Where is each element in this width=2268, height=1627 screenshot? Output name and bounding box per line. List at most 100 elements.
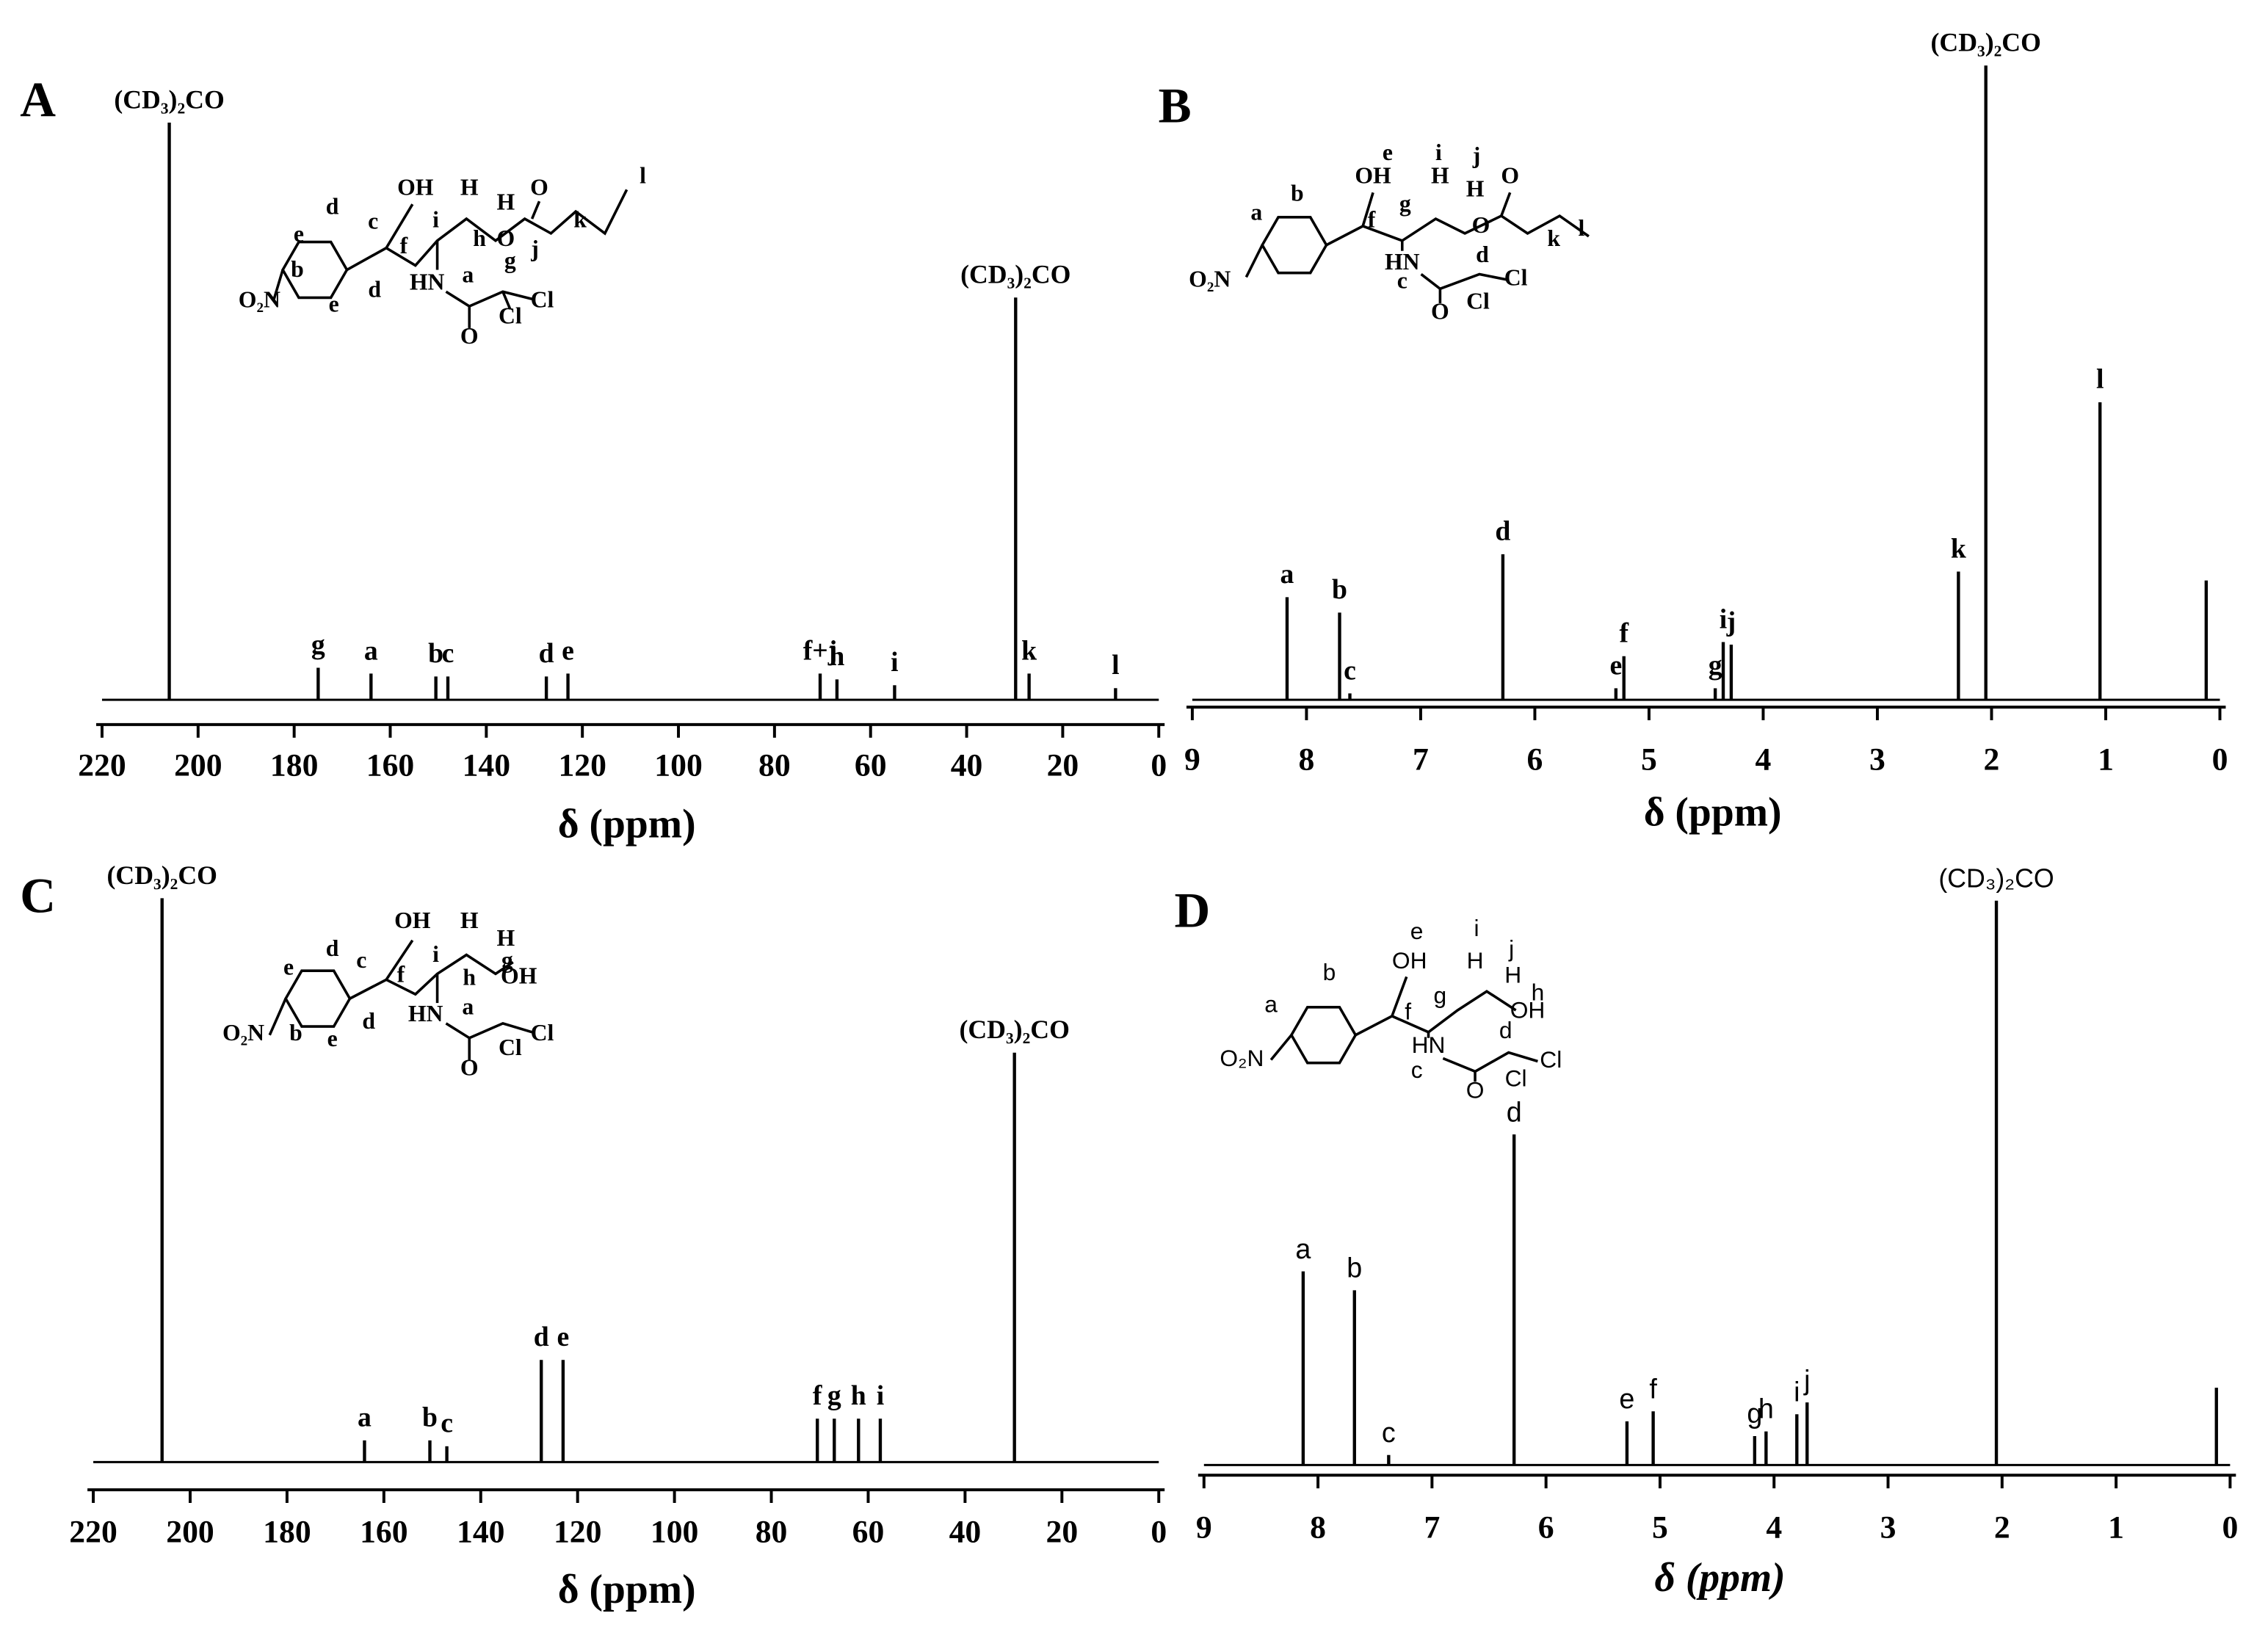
structure-label: e [294,221,304,247]
structure-label: OH [1392,947,1427,974]
peak-label: b [1332,574,1347,605]
panel-letter: A [20,73,56,128]
structure-label: Cl [531,286,554,312]
x-tick-label: 80 [758,747,791,783]
x-tick-label: 20 [1047,747,1079,783]
bond [1355,976,1408,1037]
x-axis-label: δ (ppm) [558,802,696,847]
structure-label: g [501,947,513,973]
bond [468,1021,533,1040]
peak-label: e [1619,1383,1634,1414]
bond [272,269,284,300]
structure-label: l [640,163,646,189]
structure-label: f [1405,998,1411,1024]
bond [1500,192,1512,217]
panel-letter: B [1159,79,1192,134]
structure-label: O₂N [1189,267,1231,292]
bond [1269,1034,1293,1061]
x-tick-label: 3 [1880,1510,1896,1546]
structure-label: g [504,247,516,273]
structure-label: O [1466,1077,1485,1104]
peak-label: g [1709,650,1722,681]
bond [1244,244,1264,278]
structure-label: O [460,1055,479,1081]
structure-label: a [462,262,474,288]
peak-label: g [827,1380,841,1411]
x-tick-label: 100 [654,747,702,783]
structure-label: O [530,175,548,200]
structure-label: h [463,965,476,990]
bond [530,200,541,220]
structure-label: d [1499,1017,1512,1043]
structure-label: HN [1412,1032,1446,1058]
peak-label: i [1720,604,1727,634]
structure-label: e [1410,918,1424,944]
peak-label: g [311,629,325,660]
x-tick-label: 5 [1641,742,1657,778]
structure-label: O [497,225,515,251]
x-tick-label: 4 [1756,742,1772,778]
structure-label: d [368,277,381,302]
peak-label: (CD₃)₂CO [114,84,224,114]
structure-label: i [432,206,439,232]
x-tick-label: 180 [263,1515,311,1550]
peak-label: (CD₃)₂CO [107,860,217,890]
structure-label: H [497,925,515,951]
x-tick-label: 200 [166,1515,214,1550]
x-tick-label: 160 [366,747,414,783]
structure-label: OH [501,963,537,989]
structure-label: c [368,208,378,233]
x-tick-label: 60 [855,747,887,783]
bond [1362,214,1590,242]
structure-label: e [329,291,339,316]
structure-label: Cl [499,302,522,328]
peak-label: d [1507,1096,1522,1127]
structure-label: c [1411,1057,1423,1083]
structure-label: H [1431,163,1449,189]
structure-label: f [1368,206,1376,232]
structure-label: d [326,935,339,961]
peak-label: f [1649,1373,1657,1404]
x-tick-label: 8 [1299,742,1315,778]
structure-label: b [289,1020,302,1046]
x-tick-label: 4 [1766,1510,1782,1546]
x-axis-label: δ (ppm) [558,1567,696,1612]
peak-label: h [1758,1394,1774,1424]
structure-label: O₂N [222,1020,264,1046]
structure-label: O [1431,298,1449,324]
x-tick-label: 6 [1538,1510,1554,1546]
structure-label: c [356,947,366,973]
structure-label: a [462,993,474,1019]
structure-label: b [1291,181,1304,206]
x-tick-label: 0 [2222,1510,2238,1546]
structure-label: l [1579,215,1585,241]
bond [268,998,287,1036]
x-tick-label: 9 [1184,742,1200,778]
peak-label: j [1803,1364,1810,1395]
structure-label: Cl [1466,288,1490,314]
peak-label: d [534,1322,549,1352]
structure-label: HN [410,269,445,295]
structure-label: Cl [531,1020,554,1046]
peak-label: a [1295,1233,1311,1264]
x-tick-label: 9 [1196,1510,1212,1546]
x-tick-label: 40 [949,1515,982,1550]
structure-label: e [1383,139,1393,165]
peak-label: f+j [803,635,838,666]
peak-label: (CD₃)₂CO [959,1015,1069,1044]
peak-label: h [851,1380,866,1411]
structure-label: H [460,175,479,200]
benzene-ring [1261,216,1328,275]
x-axis-label: δ (ppm) [1644,790,1782,836]
x-tick-label: 8 [1310,1510,1326,1546]
peak-label: e [562,635,574,666]
x-tick-label: 0 [1151,1515,1167,1550]
peak-label: j [1726,606,1736,637]
peak-label: a [358,1402,372,1433]
x-tick-label: 140 [457,1515,504,1550]
structure-label: b [291,256,304,282]
x-tick-label: 7 [1424,1510,1440,1546]
peak-label: a [364,635,378,666]
structure-label: HN [408,1001,443,1026]
